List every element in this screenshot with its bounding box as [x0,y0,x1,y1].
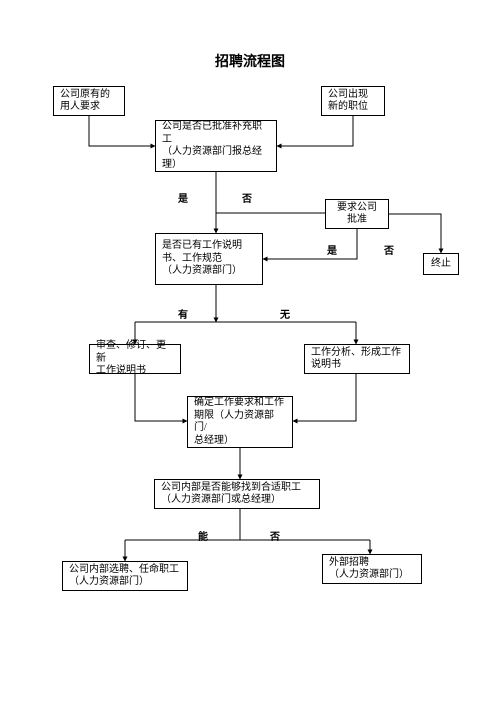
label-cant: 否 [270,528,280,543]
label-none: 无 [280,306,290,321]
edge-e10 [135,374,187,421]
node-new-position: 公司出现 新的职位 [321,86,385,116]
node-company-approved: 公司是否已批准补充职工 （人力资源部门报总经 理） [155,120,277,172]
label-yes-1: 是 [178,190,188,205]
node-terminate: 终止 [423,253,459,275]
node-external-recruit: 外部招聘 （人力资源部门） [322,554,422,584]
node-internal-select: 公司内部选聘、任命职工 （人力资源部门） [62,561,188,591]
node-analyze-job: 工作分析、形成工作 说明书 [304,344,410,374]
edge-e5 [389,214,441,253]
edge-e11 [293,374,356,421]
edge-e1 [89,116,155,146]
edge-e2 [277,116,353,146]
node-original-requirements: 公司原有的 用人要求 [53,86,125,116]
label-no-2: 否 [384,242,394,257]
node-request-approval: 要求公司 批准 [325,199,389,229]
label-have: 有 [178,306,188,321]
node-review-spec: 审查、修订、更新 工作说明书 [89,344,181,374]
label-no-1: 否 [242,190,252,205]
edge-e4b [263,229,357,259]
label-yes-2: 是 [327,242,337,257]
page-title: 招聘流程图 [0,51,500,71]
node-define-requirements: 确定工作要求和工作 期限（人力资源部门/ 总经理） [187,396,293,448]
node-internal-candidate: 公司内部是否能够找到合适职工 （人力资源部门或总经理） [154,479,320,509]
label-can: 能 [198,528,208,543]
node-has-job-spec: 是否已有工作说明 书、工作规范 （人力资源部门） [155,233,263,285]
